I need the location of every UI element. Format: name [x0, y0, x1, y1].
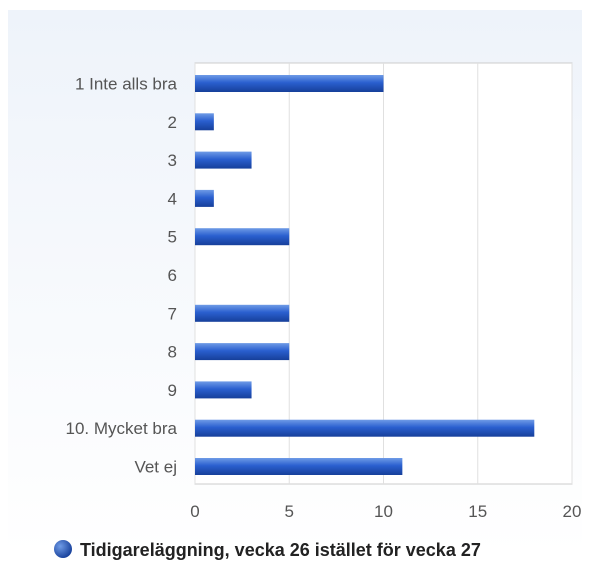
x-tick-label: 15 — [468, 502, 487, 521]
legend[interactable]: Tidigareläggning, vecka 26 istället för … — [54, 540, 481, 560]
bar[interactable] — [195, 304, 290, 322]
x-tick-label: 10 — [374, 502, 393, 521]
category-label: 5 — [168, 228, 177, 247]
category-label: 3 — [168, 151, 177, 170]
category-label: 8 — [168, 343, 177, 362]
bar[interactable] — [195, 75, 384, 92]
bar[interactable] — [195, 228, 290, 246]
legend-label: Tidigareläggning, vecka 26 istället för … — [80, 540, 481, 560]
bar[interactable] — [195, 189, 214, 207]
category-labels: 1 Inte alls bra 2 3 4 5 6 7 8 9 10. Mycket bra Vet… — [66, 75, 178, 477]
category-label: 10. Mycket bra — [66, 419, 178, 438]
x-tick-label: 20 — [563, 502, 582, 521]
bar[interactable] — [195, 113, 214, 131]
gridlines — [194, 63, 573, 484]
x-tick-label: 0 — [190, 502, 199, 521]
category-label: 6 — [168, 266, 177, 285]
category-label: 4 — [168, 189, 177, 208]
category-label: 2 — [168, 113, 177, 132]
legend-marker-icon — [54, 540, 72, 558]
x-tick-label: 5 — [285, 502, 294, 521]
bar[interactable] — [195, 381, 252, 399]
bar[interactable] — [195, 419, 535, 437]
bar[interactable] — [195, 458, 403, 475]
category-label: 7 — [168, 304, 177, 323]
x-axis-tick-labels: 0 5 10 15 20 — [190, 502, 581, 521]
category-label: 9 — [168, 381, 177, 400]
category-label: Vet ej — [134, 458, 177, 477]
bar[interactable] — [195, 151, 252, 169]
bars — [195, 75, 535, 475]
category-label: 1 Inte alls bra — [75, 75, 178, 94]
bar[interactable] — [195, 343, 290, 361]
